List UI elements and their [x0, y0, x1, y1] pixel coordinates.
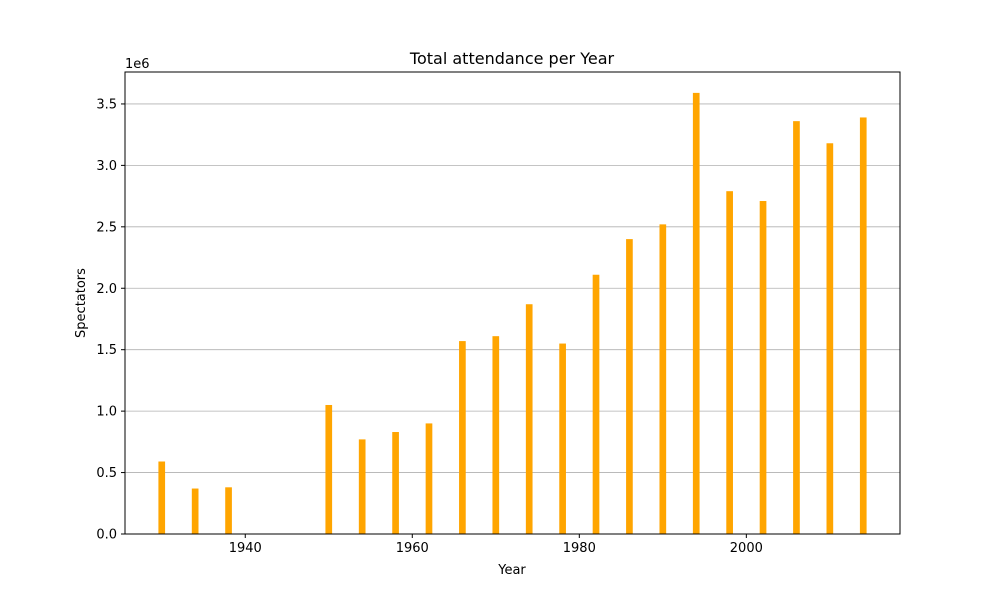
bar-1930 — [158, 461, 166, 534]
y-axis-ticks: 0.0 0.5 1.0 1.5 2.0 2.5 3.0 3.5 — [96, 97, 125, 543]
y-tick-label: 0.5 — [96, 466, 117, 481]
chart-title: Total attendance per Year — [409, 49, 615, 68]
bar-1986 — [626, 239, 633, 534]
x-tick-label: 1980 — [563, 541, 596, 556]
y-offset-label: 1e6 — [125, 57, 150, 72]
bar-1962 — [425, 423, 433, 534]
bar-1950 — [325, 404, 333, 534]
x-tick-label: 1940 — [229, 541, 262, 556]
bar-1974 — [525, 304, 533, 534]
bar-1970 — [492, 336, 500, 534]
bar-1954 — [358, 439, 366, 534]
x-axis-title: Year — [497, 563, 526, 578]
bar-1998 — [726, 191, 733, 535]
bar-2010 — [826, 143, 834, 534]
y-tick-label: 1.5 — [96, 343, 117, 358]
y-axis-title: Spectators — [74, 268, 89, 338]
y-tick-label: 2.5 — [96, 220, 117, 235]
bar-2002 — [759, 201, 767, 534]
bar-2006 — [793, 121, 800, 535]
bar-1978 — [559, 343, 566, 534]
y-tick-label: 3.5 — [96, 97, 117, 112]
bar-1994 — [692, 92, 700, 534]
y-tick-label: 3.0 — [96, 159, 117, 174]
x-tick-label: 1960 — [396, 541, 429, 556]
bar-2014 — [859, 117, 867, 534]
bar-1966 — [459, 341, 466, 534]
x-axis-ticks: 1940 1960 1980 2000 — [229, 534, 763, 556]
y-tick-label: 1.0 — [96, 405, 117, 420]
bar-1982 — [592, 274, 600, 534]
bar-1938 — [225, 487, 232, 534]
x-tick-label: 2000 — [730, 541, 763, 556]
plot-frame — [124, 71, 901, 535]
bar-1990 — [659, 224, 667, 535]
bars-group — [158, 92, 867, 535]
y-tick-label: 0.0 — [96, 528, 117, 543]
bar-1934 — [191, 488, 199, 534]
y-gridlines — [125, 103, 900, 535]
bar-1958 — [392, 432, 399, 534]
y-tick-label: 2.0 — [96, 282, 117, 297]
